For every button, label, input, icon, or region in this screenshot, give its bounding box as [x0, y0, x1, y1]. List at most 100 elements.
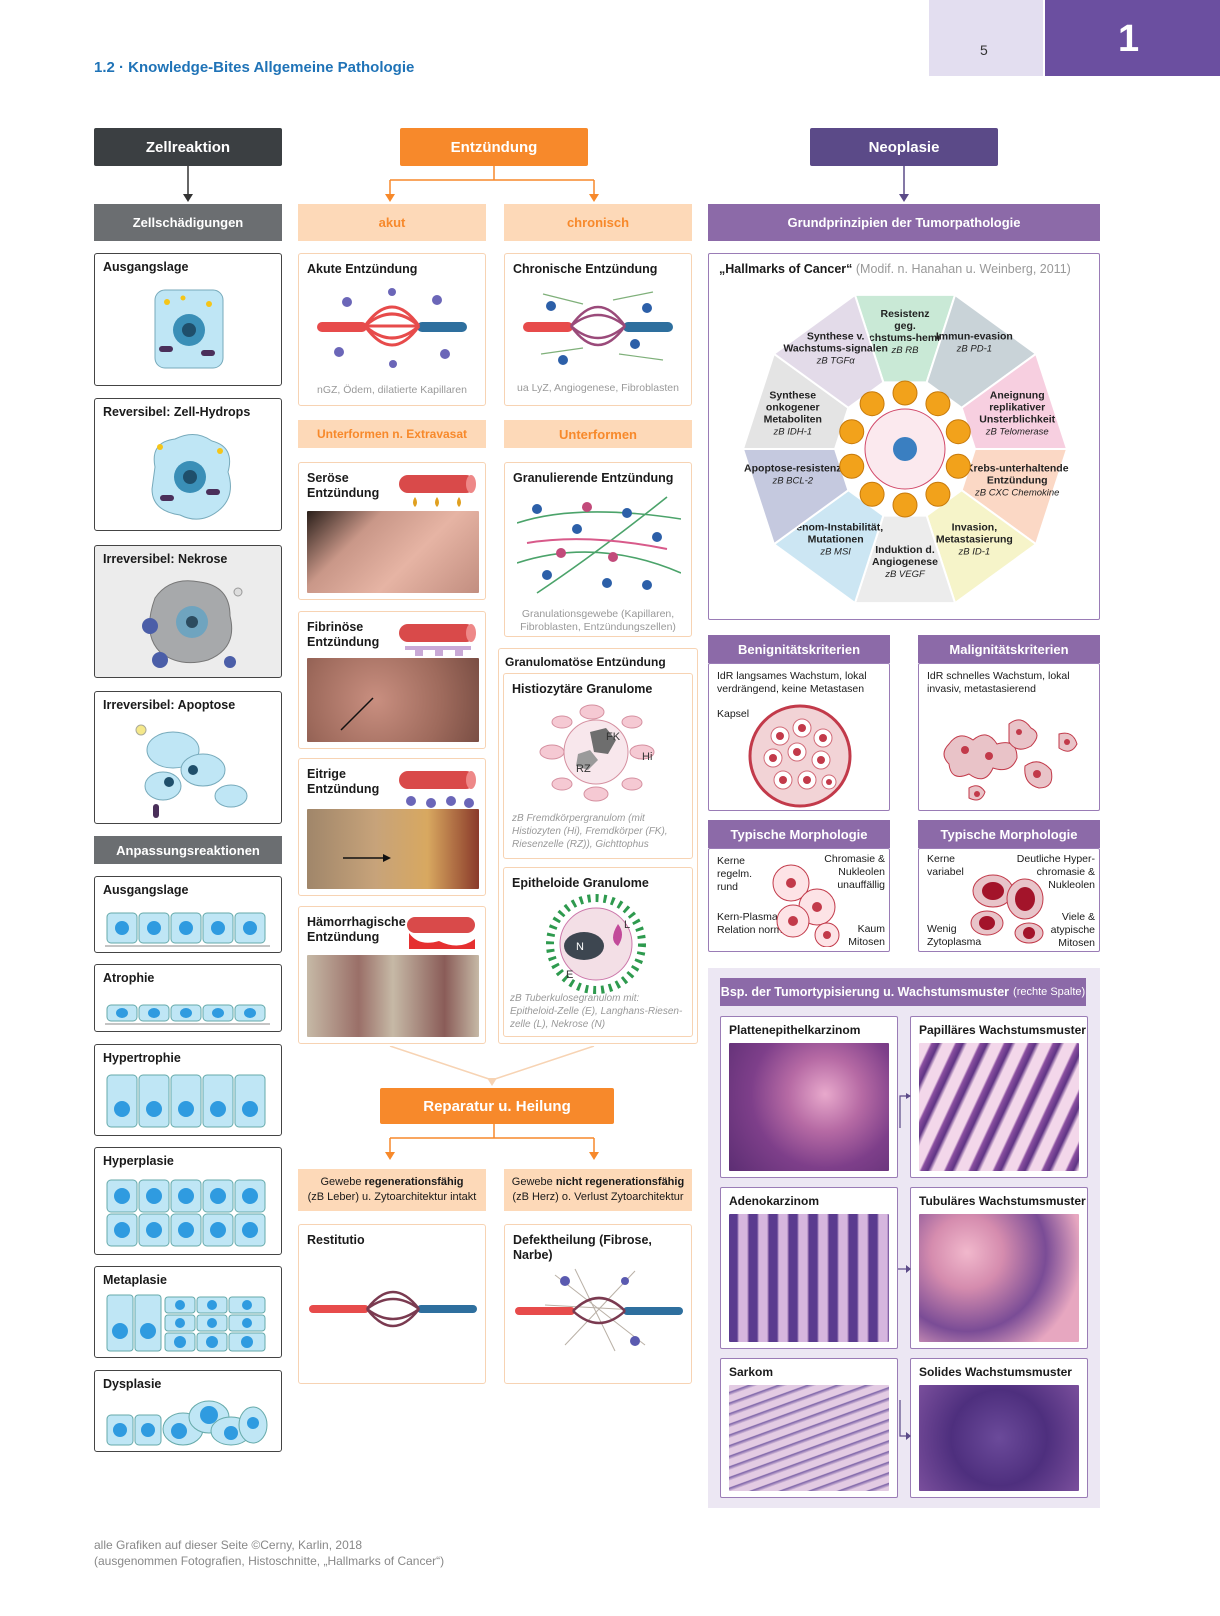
box-title: Hämorrhagische Entzündung: [307, 915, 406, 944]
box-title: Defektheilung (Fibrose, Narbe): [513, 1233, 652, 1262]
epithelium-hyperplasia-icon: [106, 1179, 266, 1247]
box-title: Metaplasie: [103, 1273, 167, 1287]
morph-b-d: Kaum Mitosen: [848, 923, 885, 948]
arrow-split-col2: [385, 166, 599, 202]
type-title: Sarkom: [729, 1365, 774, 1379]
pattern-box-papillaer: Papilläres Wachstumsmuster: [910, 1016, 1088, 1178]
adapt-box-dysplasie: Dysplasie: [94, 1370, 282, 1452]
histiocytic-granuloma-icon: FK Hi RZ: [539, 704, 655, 802]
capillary-scar-icon: [515, 1268, 683, 1352]
entzuendung-header: Entzündung: [400, 128, 588, 166]
hallmark-label: Resistenz geg. Wachstums-hemmer zB RB: [854, 308, 957, 356]
benign-title: Benignitätskriterien: [708, 635, 890, 663]
defektheilung-box: Defektheilung (Fibrose, Narbe): [504, 1224, 692, 1384]
box-title: Hypertrophie: [103, 1051, 181, 1065]
epi-note: zB Tuberkulosegranulom mit: Epitheloid-Z…: [510, 993, 683, 1030]
repair-right-bold: nicht regenerationsfähig: [555, 1176, 685, 1188]
malign-title: Malignitätskriterien: [918, 635, 1100, 663]
hallmark-icon: [925, 481, 951, 507]
hallmark-label: Invasion, Metastasierung zB ID-1: [936, 521, 1013, 557]
epi-label-e: E: [566, 969, 573, 981]
epitheloide-granulome-box: Epitheloide Granulome N E L zB Tuberkulose…: [503, 867, 693, 1037]
morph-b-c: Kern-Plasma-Relation normal: [717, 911, 791, 936]
restitutio-box: Restitutio: [298, 1224, 486, 1384]
histology-papillary: [919, 1043, 1079, 1171]
cell-box-nekrose: Irreversibel: Nekrose: [94, 545, 282, 678]
footer-line-1: alle Grafiken auf dieser Seite ©Cerny, K…: [94, 1538, 363, 1552]
histio-label-rz: RZ: [576, 763, 591, 775]
hallmark-icon: [892, 492, 918, 518]
box-title: Restitutio: [307, 1233, 365, 1247]
hallmarks-title: „Hallmarks of Cancer“: [719, 262, 853, 276]
granulation-tissue-icon: [517, 496, 681, 594]
hallmarks-box: „Hallmarks of Cancer“ (Modif. n. Hanahan…: [708, 253, 1100, 620]
fibrinous-photo: [307, 658, 479, 742]
morph-benign-title: Typische Morphologie: [708, 820, 890, 848]
seroese-entzuendung-box: Seröse Entzündung: [298, 462, 486, 600]
epithelium-metaplasia-icon: [106, 1294, 266, 1352]
box-caption: nGZ, Ödem, dilatierte Kapillaren: [317, 384, 467, 396]
typing-title: Bsp. der Tumortypisierung u. Wachstumsmu…: [720, 985, 1010, 999]
reparatur-header: Reparatur u. Heilung: [380, 1088, 614, 1124]
malign-tumor-icon: [943, 719, 1078, 801]
arrow-col3: [899, 166, 909, 202]
benign-text: IdR langsames Wachstum, lokal verdrängen…: [717, 670, 867, 695]
page-number: 5: [980, 42, 988, 58]
repair-left-pre: Gewebe: [320, 1176, 365, 1188]
granulomatoese-entzuendung-box: Granulomatöse Entzündung Histiozytäre Gr…: [498, 648, 698, 1044]
hallmark-icon: [859, 481, 885, 507]
hallmark-label: Krebs-unterhaltende Entzündung zB CXC Chem…: [966, 462, 1069, 498]
histology-adeno: [729, 1214, 889, 1342]
type-box-adeno: Adenokarzinom: [720, 1187, 898, 1349]
nicht-regenerationsfaehig-label: Gewebe nicht regenerationsfähig (zB Herz)…: [504, 1169, 692, 1211]
footer-line-2: (ausgenommen Fotografien, Histoschnitte,…: [94, 1554, 445, 1568]
epithelium-atrophy-icon: [105, 1004, 270, 1025]
zellschaedigungen-label: Zellschädigungen: [94, 204, 282, 241]
pattern-title: Papilläres Wachstumsmuster: [919, 1023, 1086, 1037]
box-title: Reversibel: Zell-Hydrops: [103, 405, 251, 419]
eitrige-entzuendung-box: Eitrige Entzündung: [298, 758, 486, 896]
arrow-col1: [183, 166, 193, 202]
morph-b-a: Kerne regelm. rund: [717, 855, 753, 893]
hallmark-label: Genom-Instabilität, Mutationen zB MSI: [788, 521, 883, 557]
typing-note: (rechte Spalte): [1013, 986, 1086, 998]
chapter-number: 1: [1118, 18, 1140, 60]
chronische-entzuendung-box: Chronische Entzündung ua LyZ, Angiogenes…: [504, 253, 692, 406]
box-title: Ausgangslage: [103, 883, 189, 897]
box-title: Irreversibel: Apoptose: [103, 698, 236, 712]
pointer-arrow: [343, 854, 391, 862]
akute-entzuendung-box: Akute Entzündung nGZ, Ödem, dilatierte K…: [298, 253, 486, 406]
hallmark-segment: [772, 293, 885, 410]
morph-malign-title: Typische Morphologie: [918, 820, 1100, 848]
arrow-type-2: [898, 1265, 911, 1273]
adapt-box-hypertrophie: Hypertrophie: [94, 1044, 282, 1136]
pattern-title: Tubuläres Wachstumsmuster: [919, 1194, 1086, 1208]
hallmarks-center-nucleus: [893, 437, 917, 461]
morph-m-d: Viele & atypische Mitosen: [1050, 911, 1095, 949]
box-title: Chronische Entzündung: [513, 262, 658, 276]
cell-necrosis-icon: [142, 580, 243, 668]
hallmarks-decagon: Resistenz geg. Wachstums-hemmer zB RBImmun-…: [741, 293, 1069, 605]
capillary-dilated-icon: [317, 288, 467, 368]
epithelium-hypertrophy-icon: [106, 1074, 266, 1128]
histio-note: zB Fremdkörpergranulom (mit Histiozyten …: [512, 813, 668, 850]
hallmark-icon: [859, 391, 885, 417]
box-caption: ua LyZ, Angiogenese, Fibroblasten: [517, 382, 679, 394]
unterformen-label: Unterformen: [504, 420, 692, 448]
epithelioid-granuloma-icon: N E L: [546, 894, 646, 994]
morph-m-a: Kerne variabel: [927, 853, 964, 878]
hallmark-icon: [892, 380, 918, 406]
box-title: Ausgangslage: [103, 260, 189, 274]
chapter-tab: [1045, 0, 1220, 76]
box-title: Fibrinöse Entzündung: [307, 620, 380, 649]
cell-box-hydrops: Reversibel: Zell-Hydrops: [94, 398, 282, 531]
capillary-chronic-icon: [523, 291, 673, 365]
hallmark-icon: [839, 453, 865, 479]
cell-apoptosis-icon: [135, 724, 248, 818]
hallmark-label: Induktion d. Angiogenese zB VEGF: [872, 544, 938, 580]
hallmark-label: Immun-evasion zB PD-1: [936, 331, 1013, 355]
box-title: Irreversibel: Nekrose: [103, 552, 228, 566]
histiozytaere-granulome-box: Histiozytäre Granulome FK Hi RZ zB Fremdkö…: [503, 673, 693, 859]
box-title: Seröse Entzündung: [307, 471, 380, 500]
malign-box: IdR schnelles Wachstum, lokal invasiv, m…: [918, 663, 1100, 811]
